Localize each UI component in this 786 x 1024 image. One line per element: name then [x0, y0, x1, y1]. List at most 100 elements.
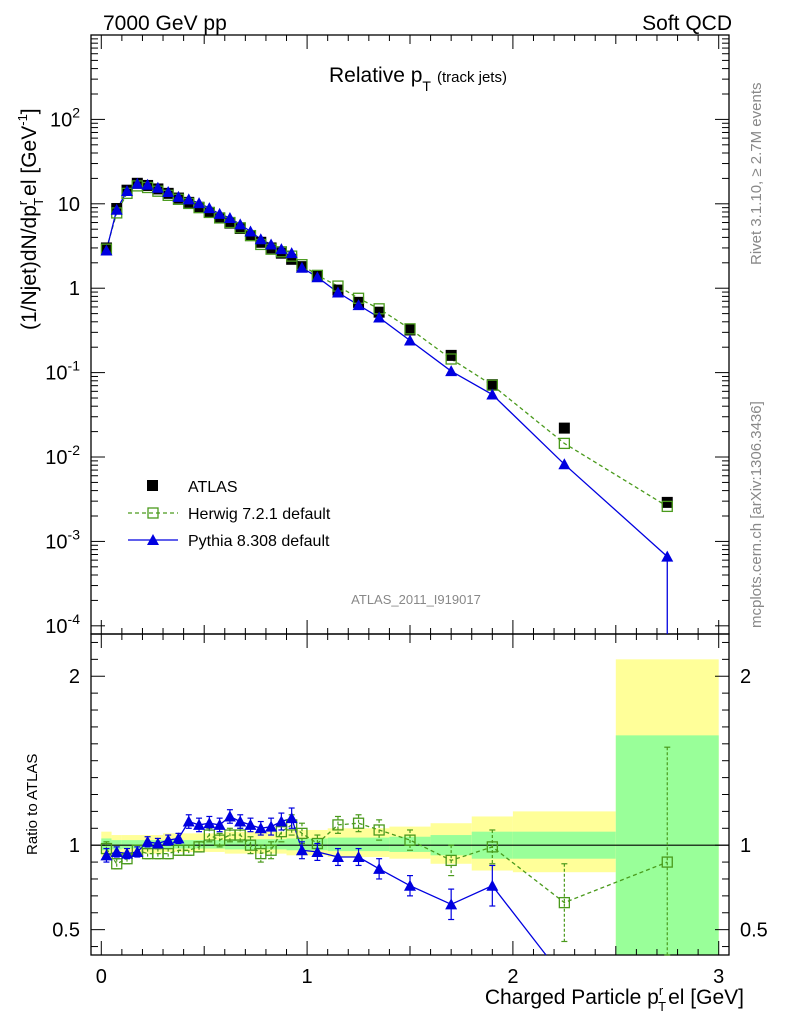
herwig-point-25: [445, 353, 457, 365]
main-ytick-label-6: 102: [50, 104, 80, 131]
pythia-point-14: [244, 225, 257, 237]
pythia-point-6: [162, 185, 175, 197]
pythia-point-17: [275, 243, 288, 255]
x-tick-label-3: 3: [713, 966, 724, 988]
pythia-ratio-point-0: [100, 849, 113, 861]
pythia-ratio-point-2: [121, 847, 134, 859]
herwig-ratio-point-19: [296, 827, 308, 840]
pythia-ratio-point-13: [234, 815, 247, 827]
pythia-point-7: [172, 190, 185, 202]
pythia-ratio-point-9: [193, 818, 206, 830]
pythia-ratio-point-22: [352, 851, 365, 863]
herwig-ratio-point-10: [203, 829, 215, 841]
herwig-ratio-point-15: [255, 847, 267, 860]
pythia-ratio-point-5: [151, 837, 164, 849]
herwig-ratio-point-6: [162, 847, 174, 860]
herwig-ratio-point-22: [352, 817, 365, 829]
herwig-point-24: [404, 323, 416, 335]
pythia-ratio-point-18: [285, 812, 298, 824]
axes: 0 1 2 3 10-4 10-3 10-2 10-1 1 10 102 0.5 0.5 1 1 2 2: [45, 34, 768, 988]
herwig-point-28: [661, 500, 673, 513]
title-main: Relative p: [329, 64, 422, 87]
pythia-ratio-point-23: [373, 862, 386, 874]
herwig-ratio-point-27: [558, 896, 571, 909]
main-ylabel: (1/Njet)dN/dprTel [GeV-1]: [15, 108, 46, 330]
legend-atlas: ATLAS: [188, 479, 238, 496]
herwig-ratio-line: [105, 822, 668, 904]
title-note: (track jets): [437, 69, 507, 86]
atlas-point-25: [445, 349, 457, 361]
main-ytick-label-1: 10-3: [45, 526, 80, 553]
main-title: Relative pT (track jets): [329, 64, 507, 94]
atlas-point-26: [486, 379, 498, 391]
main-ytick-label-5: 10: [58, 194, 80, 216]
ylabel-c: T: [31, 198, 46, 206]
pythia-point-25: [445, 365, 458, 377]
herwig-ratio-point-17: [275, 826, 288, 838]
pythia-ratio-point-20: [311, 845, 324, 857]
pythia-point-24: [404, 334, 416, 346]
ylabel-d: el [GeV: [18, 126, 41, 196]
pythia-point-12: [223, 211, 236, 223]
herwig-ratio-point-9: [193, 841, 205, 853]
legend-pythia: Pythia 8.308 default: [188, 533, 330, 550]
pythia-ratio-point-7: [172, 832, 185, 844]
xlabel-c: T: [658, 999, 666, 1014]
atlas-point-18: [286, 253, 298, 265]
pythia-point-0: [100, 244, 113, 256]
main-ytick-label-3: 10-1: [45, 358, 80, 385]
herwig-ratio-point-7: [172, 844, 185, 856]
pythia-ratio-point-19: [295, 844, 308, 856]
pythia-ratio-point-6: [162, 834, 175, 846]
xlabel-d: el [GeV]: [668, 986, 744, 1009]
atlas-point-12: [224, 217, 236, 229]
herwig-ratio-point-16: [265, 844, 277, 856]
x-tick-label-1: 1: [302, 966, 313, 988]
x-axis-label: Charged Particle pr Tel [GeV]: [485, 983, 744, 1014]
side-label-bottom: mcplots.cern.ch [arXiv:1306.3436]: [748, 401, 765, 628]
legend-marker-herwig: [147, 507, 159, 519]
header-left: 7000 GeV pp: [103, 12, 227, 35]
pythia-ratio-line: [106, 815, 547, 956]
legend-marker-atlas: [147, 480, 158, 491]
pythia-ratio-point-15: [254, 822, 267, 834]
atlas-point-24: [404, 324, 416, 336]
pythia-point-27: [558, 458, 571, 470]
herwig-ratio-point-25: [445, 854, 457, 867]
pythia-ratio-point-21: [331, 851, 344, 863]
herwig-ratio-point-12: [224, 829, 236, 841]
legend-herwig: Herwig 7.2.1 default: [188, 506, 331, 523]
atlas-point-28: [661, 496, 673, 508]
main-ytick-label-2: 10-2: [45, 442, 80, 469]
herwig-point-27: [558, 437, 571, 450]
pythia-point-2: [121, 184, 134, 196]
herwig-ratio-point-23: [373, 824, 385, 836]
pythia-ratio-point-14: [244, 818, 257, 830]
main-ytick-label-4: 1: [69, 278, 80, 300]
herwig-ratio-point-1: [111, 858, 123, 870]
band-green-5: [286, 838, 328, 851]
pythia-point-9: [193, 197, 206, 209]
herwig-ratio-point-14: [244, 839, 257, 851]
side-label-top: Rivet 3.1.10, ≥ 2.7M events: [748, 83, 765, 266]
pythia-point-28: [661, 550, 674, 562]
herwig-ratio-point-4: [141, 847, 154, 860]
pythia-ratio-point-1: [110, 845, 123, 857]
title-sub: T: [422, 78, 431, 94]
pythia-point-10: [203, 202, 216, 214]
ratio-ytick-label-right-1: 1: [740, 835, 751, 857]
pythia-point-15: [254, 233, 267, 245]
pythia-ratio-point-24: [404, 879, 416, 891]
pythia-point-23: [373, 311, 386, 323]
ratio-ytick-label-right-2: 2: [740, 666, 751, 688]
pythia-ratio-point-12: [223, 810, 236, 822]
band-green-6: [327, 837, 390, 852]
herwig-ratio-point-28: [661, 856, 673, 868]
pythia-point-16: [265, 238, 278, 250]
ratio-ytick-label-left-1: 1: [69, 835, 80, 857]
pythia-point-13: [234, 218, 247, 230]
xlabel-b: r: [659, 983, 664, 998]
legend: ATLAS Herwig 7.2.1 default Pythia 8.308 …: [128, 479, 331, 550]
xlabel-a: Charged Particle p: [485, 986, 659, 1009]
